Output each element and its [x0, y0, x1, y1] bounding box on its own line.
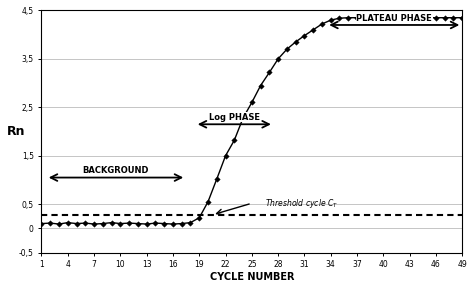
Text: Threshold cycle $\mathregular{C_T}$: Threshold cycle $\mathregular{C_T}$ — [265, 197, 338, 210]
Text: PLATEAU PHASE: PLATEAU PHASE — [356, 14, 432, 23]
Text: BACKGROUND: BACKGROUND — [83, 166, 149, 175]
Y-axis label: Rn: Rn — [7, 125, 26, 138]
X-axis label: CYCLE NUMBER: CYCLE NUMBER — [210, 272, 294, 282]
Text: Log PHASE: Log PHASE — [209, 113, 260, 122]
